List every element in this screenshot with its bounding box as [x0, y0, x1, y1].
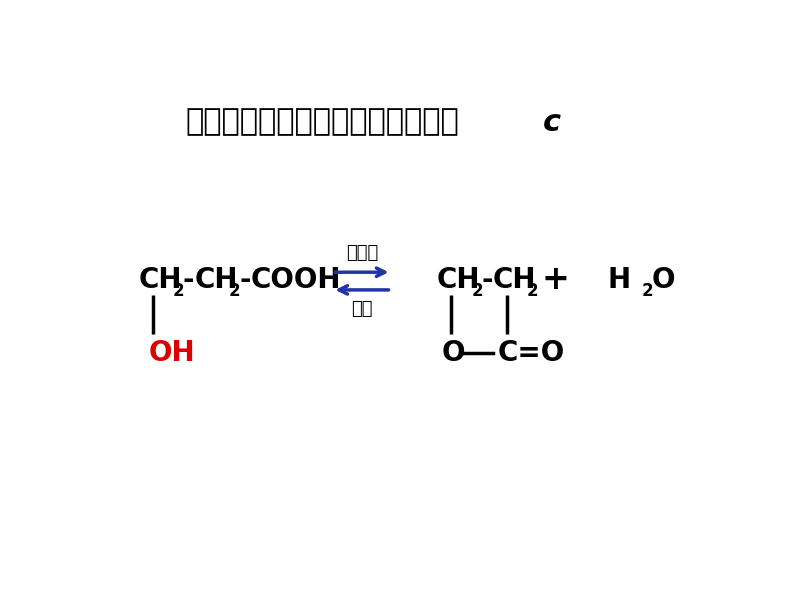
Text: 2: 2: [527, 283, 538, 301]
Text: -: -: [239, 266, 251, 294]
Text: CH: CH: [493, 266, 537, 294]
Text: C=O: C=O: [498, 339, 565, 367]
Text: H: H: [608, 266, 630, 294]
Text: CH: CH: [194, 266, 238, 294]
Text: 2: 2: [229, 283, 240, 301]
Text: O: O: [652, 266, 675, 294]
Text: CH: CH: [437, 266, 481, 294]
Text: 2: 2: [471, 283, 483, 301]
Text: OH: OH: [149, 339, 195, 367]
Text: 加热: 加热: [351, 300, 373, 318]
Text: O: O: [442, 339, 466, 367]
Text: 2: 2: [642, 283, 654, 301]
Text: +: +: [542, 263, 570, 296]
Text: -: -: [183, 266, 194, 294]
Text: 2: 2: [173, 283, 185, 301]
Text: CH: CH: [138, 266, 182, 294]
Text: 羟基酸分子内酯化形成环状内酯、: 羟基酸分子内酯化形成环状内酯、: [186, 107, 459, 137]
Text: -: -: [482, 266, 493, 294]
Text: c: c: [543, 107, 562, 137]
Text: COOH: COOH: [250, 266, 341, 294]
Text: 浓硫酸: 浓硫酸: [346, 244, 378, 262]
